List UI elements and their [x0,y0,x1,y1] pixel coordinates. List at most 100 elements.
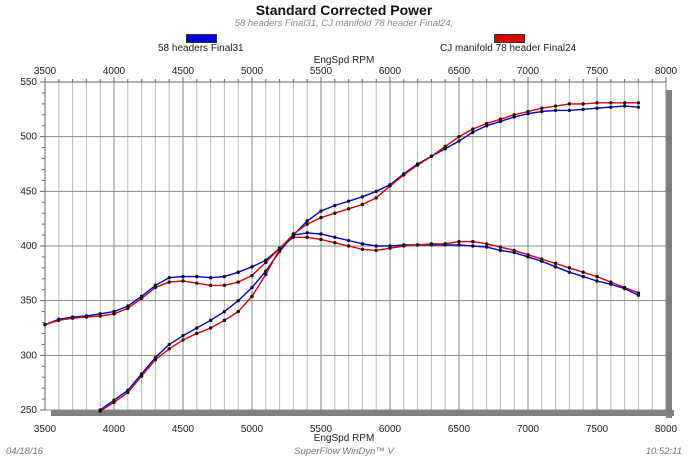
data-point [567,266,572,270]
data-point [305,219,309,223]
data-point [457,239,461,244]
data-point [250,265,254,269]
x-tick-label-bottom: 5000 [241,424,264,435]
x-tick-label-bottom: 6500 [448,424,471,435]
data-point [609,101,613,105]
data-point [622,101,627,105]
data-point [167,347,171,351]
data-point [429,154,434,159]
x-tick-label-bottom: 5500 [310,424,333,435]
data-point [567,270,572,274]
data-point [567,108,572,113]
data-point [567,102,572,106]
data-point [402,173,406,177]
x-tick-label-bottom: 8000 [655,424,678,435]
data-point [333,211,337,215]
data-point [346,238,351,243]
data-point [595,279,599,283]
data-point [84,315,89,319]
x-tick-label-bottom: 6000 [379,424,402,435]
data-point [484,242,489,246]
data-point [471,127,475,131]
data-point [126,390,130,395]
y-tick-label: 400 [20,241,37,252]
y-tick-label: 550 [20,77,37,88]
data-point [208,276,213,280]
data-point [484,245,489,249]
data-point [195,281,199,285]
x-tick-label-bottom: 3500 [34,424,57,435]
data-point [540,257,544,261]
data-point [333,203,337,208]
x-tick-label-top: 5500 [310,66,333,77]
x-tick-label-top: 6000 [379,66,402,77]
data-point [236,280,240,284]
legend-label-1: 58 headers Final31 [158,43,244,54]
data-point [512,248,516,253]
x-tick-label-bottom: 4000 [103,424,126,435]
data-point [498,245,503,249]
x-tick-label-top: 7000 [517,66,540,77]
data-point [457,139,461,143]
series-line-2 [44,236,639,326]
data-point [346,244,351,248]
data-point [595,106,599,110]
footer-software: SuperFlow WinDyn™ V [294,446,394,457]
data-point [153,358,158,362]
data-point [471,130,475,134]
x-tick-label-top: 6500 [448,66,471,77]
data-point [388,184,392,188]
x-axis-label-top: EngSpd RPM [313,55,375,66]
data-point [319,209,323,213]
data-point [581,107,585,112]
series-line-4 [99,102,639,412]
data-point [484,121,489,126]
data-point [305,222,309,226]
data-point [319,237,323,242]
data-point [305,231,309,235]
data-point [374,189,378,194]
y-tick-label: 500 [20,132,37,143]
data-point [208,283,213,288]
x-tick-label-top: 4000 [103,66,126,77]
data-point [622,104,627,108]
data-point [319,232,323,236]
data-point [415,243,420,247]
data-point [540,109,544,114]
x-tick-label-bottom: 7500 [586,424,609,435]
data-point [457,243,461,247]
data-point [609,280,613,284]
data-point [553,108,558,113]
right-shadow [666,90,672,418]
data-point [264,272,268,277]
legend-swatch-blue [186,34,217,43]
data-point [236,298,240,303]
data-point [222,318,227,323]
data-point [429,242,434,246]
data-point [595,101,599,105]
data-point [346,199,351,203]
data-point [526,109,530,114]
data-point [443,242,447,246]
data-point [236,309,240,314]
data-point [553,261,558,266]
data-point [98,409,102,413]
data-point [277,247,282,251]
data-point [222,274,227,279]
legend-swatch-red [494,34,525,43]
data-point [167,280,171,284]
x-tick-label-top: 7500 [586,66,609,77]
data-point [402,244,406,248]
data-point [581,102,585,106]
data-point [457,134,461,139]
data-point [222,309,227,314]
data-point [250,285,254,290]
data-point [374,248,378,253]
data-point [374,196,378,200]
data-point [195,331,199,336]
data-point [443,144,447,149]
data-point [112,312,116,316]
data-point [415,163,420,167]
